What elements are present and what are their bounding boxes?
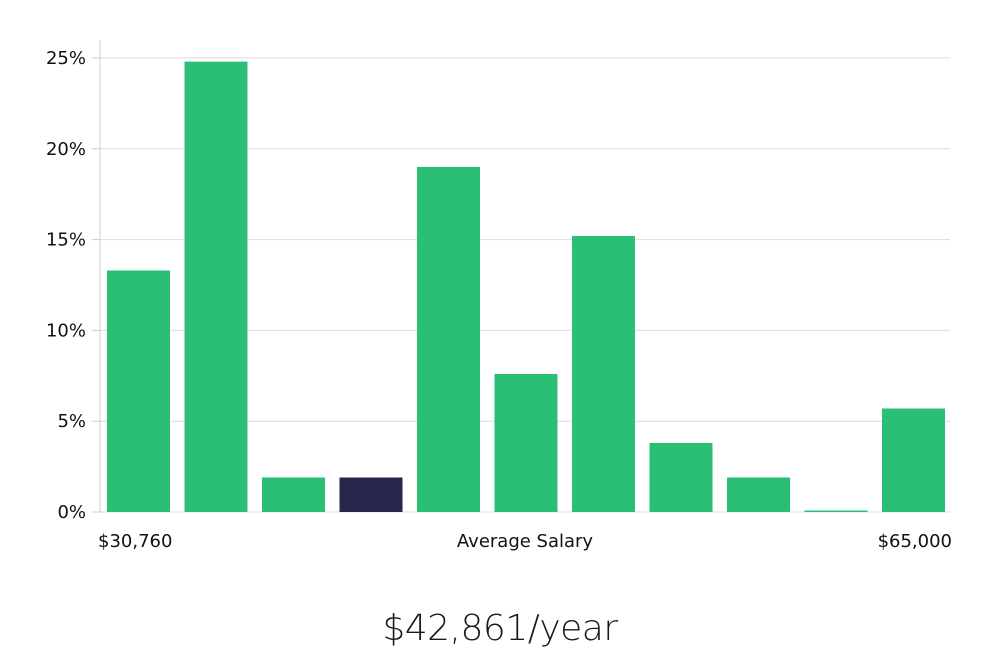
y-tick-label: 0% <box>57 502 86 523</box>
bar <box>417 166 480 512</box>
y-tick-label: 5% <box>57 411 86 432</box>
bar <box>262 477 325 512</box>
bar <box>107 270 170 512</box>
y-tick-label: 10% <box>46 320 86 341</box>
y-axis-ticks: 0% 5% 10% 15% 20% 25% <box>46 48 100 523</box>
average-salary-value: $42,861/year <box>382 608 618 649</box>
bars <box>107 61 945 513</box>
bar <box>804 510 868 512</box>
bar <box>727 477 790 512</box>
bar <box>882 408 945 512</box>
y-tick-label: 20% <box>46 139 86 160</box>
bar <box>649 442 713 512</box>
bar <box>494 373 558 512</box>
x-min-label: $30,760 <box>98 531 172 552</box>
y-tick-label: 25% <box>46 48 86 69</box>
bar-highlighted <box>339 477 403 512</box>
x-max-label: $65,000 <box>878 531 952 552</box>
x-axis-title: Average Salary <box>457 531 594 552</box>
salary-histogram: 0%5%10%15%20%25% $30,760 Average Salary … <box>46 40 952 552</box>
y-tick-label: 15% <box>46 230 86 251</box>
bar <box>572 235 635 512</box>
bar <box>184 61 248 513</box>
